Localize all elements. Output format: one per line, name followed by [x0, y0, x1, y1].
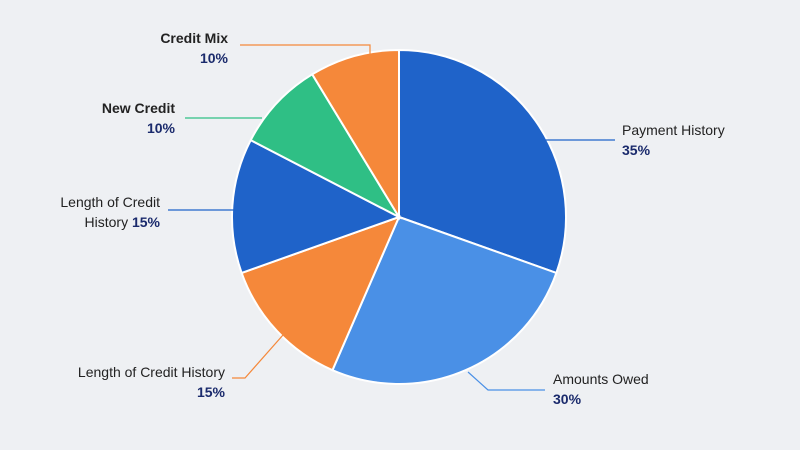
category-name: Length of Credit History	[60, 194, 160, 230]
category-name: Amounts Owed	[553, 371, 649, 387]
pie-slice	[331, 215, 558, 385]
leader-line	[467, 371, 545, 391]
slice-label: Length of Credit History 15%	[30, 192, 160, 232]
pie-slice	[240, 215, 401, 372]
category-name: Length of Credit History	[77, 364, 225, 380]
value-label: 35%	[622, 142, 651, 158]
value-label: 15%	[196, 384, 225, 400]
pie-slice	[231, 138, 402, 275]
slice-label: New Credit 10%	[20, 98, 175, 138]
pie-slice	[310, 48, 400, 221]
slice-label: Payment History 35%	[622, 120, 782, 160]
value-label: 10%	[199, 50, 228, 66]
leader-line	[240, 44, 371, 60]
pie-slice	[398, 48, 567, 275]
slice-label: Length of Credit History 15%	[60, 362, 225, 402]
slice-label: Amounts Owed 30%	[553, 369, 713, 409]
value-label: 15%	[131, 214, 160, 230]
pie-slice	[249, 72, 402, 220]
value-label: 10%	[146, 120, 175, 136]
category-name: Credit Mix	[160, 30, 228, 46]
leader-line	[232, 334, 284, 379]
slice-label: Credit Mix 10%	[70, 28, 228, 68]
category-name: New Credit	[101, 100, 175, 116]
category-name: Payment History	[622, 122, 725, 138]
value-label: 30%	[553, 391, 582, 407]
